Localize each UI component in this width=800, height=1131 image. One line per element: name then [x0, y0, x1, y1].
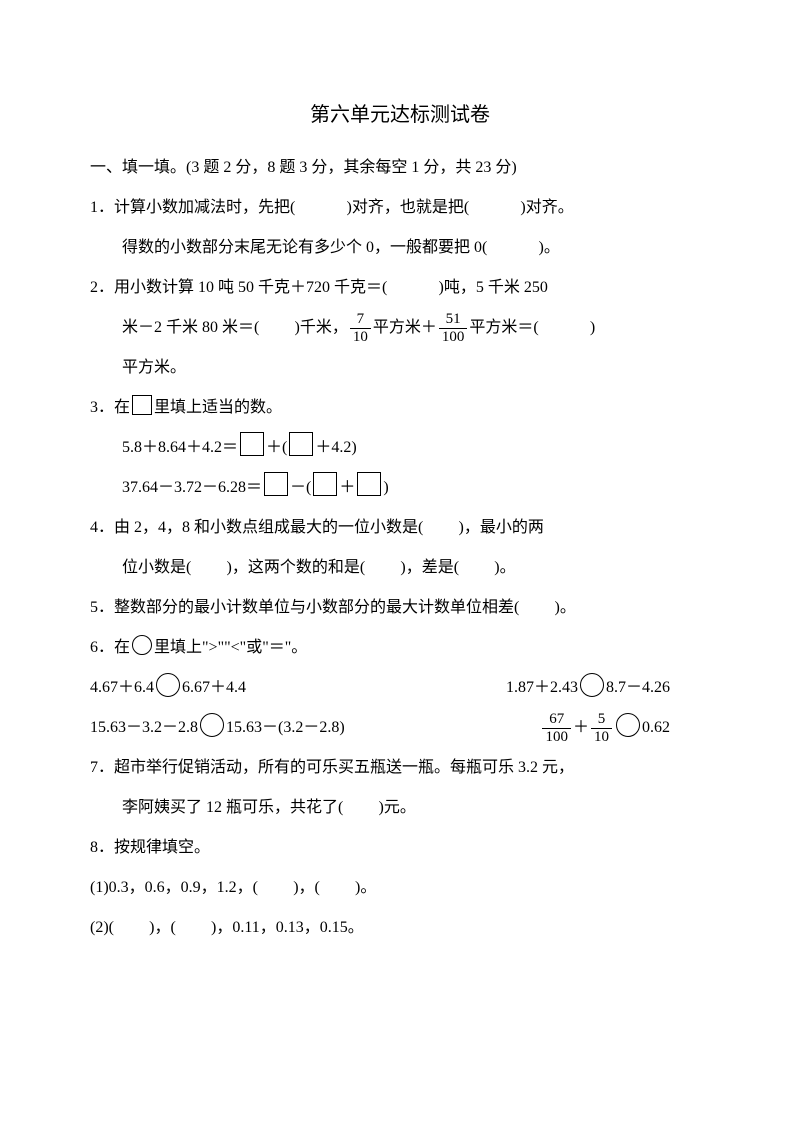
box-icon [289, 432, 313, 456]
q8-line1: 8．按规律填空。 [90, 828, 710, 868]
text: 平方米＝( [469, 319, 538, 336]
fraction: 67100 [542, 711, 571, 745]
text: )。 [555, 599, 576, 616]
q6-r2-right: 67100＋510 0.62 [540, 708, 710, 748]
text: 1.87＋2.43 [506, 679, 578, 696]
numerator: 7 [350, 311, 371, 328]
text: 6．在 [90, 639, 130, 656]
numerator: 51 [439, 311, 468, 328]
box-icon [132, 395, 152, 415]
text: 3．在 [90, 399, 130, 416]
text: 15.63－(3.2－2.8) [226, 719, 345, 736]
circle-icon [156, 673, 180, 697]
text: 5.8＋8.64＋4.2＝ [122, 439, 238, 456]
denominator: 10 [591, 728, 612, 746]
text: 米－2 千米 80 米＝( [122, 319, 259, 336]
text: 0.62 [642, 719, 670, 736]
q1-line2: 得数的小数部分末尾无论有多少个 0，一般都要把 0( )。 [90, 228, 710, 268]
text: )吨，5 千米 250 [439, 279, 548, 296]
q4-line1: 4．由 2，4，8 和小数点组成最大的一位小数是( )，最小的两 [90, 508, 710, 548]
q6-r2-left: 15.63－3.2－2.8 15.63－(3.2－2.8) [90, 708, 345, 748]
q2-line1: 2．用小数计算 10 吨 50 千克＋720 千克＝( )吨，5 千米 250 [90, 268, 710, 308]
text: 李阿姨买了 12 瓶可乐，共花了( [122, 799, 343, 816]
text: 平方米。 [122, 359, 186, 376]
q6-row2: 15.63－3.2－2.8 15.63－(3.2－2.8) 67100＋510 0.… [90, 708, 710, 748]
circle-icon [200, 713, 224, 737]
text: 1．计算小数加减法时，先把( [90, 199, 295, 216]
text: )，最小的两 [459, 519, 544, 536]
text: )，差是( [400, 559, 459, 576]
text: (1)0.3，0.6，0.9，1.2，( [90, 879, 258, 896]
text: 8.7－4.26 [606, 679, 670, 696]
text: 里填上">""<"或"＝"。 [154, 639, 307, 656]
text: 2．用小数计算 10 吨 50 千克＋720 千克＝( [90, 279, 387, 296]
text: 37.64－3.72－6.28＝ [122, 479, 262, 496]
fraction: 51100 [439, 311, 468, 345]
numerator: 5 [591, 711, 612, 728]
text: ＋ [573, 719, 589, 736]
text: )对齐，也就是把( [347, 199, 470, 216]
q3-eq2: 37.64－3.72－6.28＝ －( ＋) [90, 468, 710, 508]
q6-r1-left: 4.67＋6.4 6.67＋4.4 [90, 668, 246, 708]
q6-r1-right: 1.87＋2.43 8.7－4.26 [506, 668, 710, 708]
q3-eq1: 5.8＋8.64＋4.2＝ ＋( ＋4.2) [90, 428, 710, 468]
text: )千米， [295, 319, 348, 336]
text: )元。 [379, 799, 416, 816]
circle-icon [132, 635, 152, 655]
denominator: 100 [439, 328, 468, 346]
text: )，这两个数的和是( [227, 559, 366, 576]
section-heading: 一、填一填。(3 题 2 分，8 题 3 分，其余每空 1 分，共 23 分) [90, 148, 710, 188]
box-icon [357, 472, 381, 496]
text: )对齐。 [520, 199, 573, 216]
q1-line1: 1．计算小数加减法时，先把( )对齐，也就是把( )对齐。 [90, 188, 710, 228]
q6-line1: 6．在 里填上">""<"或"＝"。 [90, 628, 710, 668]
text: )。 [539, 239, 560, 256]
q7-line1: 7．超市举行促销活动，所有的可乐买五瓶送一瓶。每瓶可乐 3.2 元， [90, 748, 710, 788]
text: 4.67＋6.4 [90, 679, 154, 696]
text: )。 [355, 879, 376, 896]
text: )，0.11，0.13，0.15。 [211, 919, 364, 936]
text: ＋4.2) [315, 439, 356, 456]
text: ＋ [339, 479, 355, 496]
q7-line2: 李阿姨买了 12 瓶可乐，共花了( )元。 [90, 788, 710, 828]
text: －( [290, 479, 311, 496]
box-icon [264, 472, 288, 496]
text: 4．由 2，4，8 和小数点组成最大的一位小数是( [90, 519, 423, 536]
text: 5．整数部分的最小计数单位与小数部分的最大计数单位相差( [90, 599, 519, 616]
text: 位小数是( [122, 559, 191, 576]
q8-sub1: (1)0.3，0.6，0.9，1.2，( )，( )。 [90, 868, 710, 908]
q5: 5．整数部分的最小计数单位与小数部分的最大计数单位相差( )。 [90, 588, 710, 628]
fraction: 510 [591, 711, 612, 745]
fraction: 710 [350, 311, 371, 345]
text: ) [590, 319, 595, 336]
q3-line1: 3．在 里填上适当的数。 [90, 388, 710, 428]
circle-icon [616, 713, 640, 737]
text: )。 [494, 559, 515, 576]
denominator: 100 [542, 728, 571, 746]
text: ＋( [266, 439, 287, 456]
circle-icon [580, 673, 604, 697]
q6-row1: 4.67＋6.4 6.67＋4.4 1.87＋2.43 8.7－4.26 [90, 668, 710, 708]
text: 6.67＋4.4 [182, 679, 246, 696]
text: )，( [293, 879, 320, 896]
q2-line3: 平方米。 [90, 348, 710, 388]
numerator: 67 [542, 711, 571, 728]
text: ) [383, 479, 388, 496]
text: 里填上适当的数。 [154, 399, 282, 416]
page: 第六单元达标测试卷 一、填一填。(3 题 2 分，8 题 3 分，其余每空 1 … [0, 0, 800, 1131]
q8-sub2: (2)( )，( )，0.11，0.13，0.15。 [90, 908, 710, 948]
page-title: 第六单元达标测试卷 [90, 90, 710, 140]
box-icon [240, 432, 264, 456]
text: 15.63－3.2－2.8 [90, 719, 198, 736]
text: 得数的小数部分末尾无论有多少个 0，一般都要把 0( [122, 239, 487, 256]
text: (2)( [90, 919, 114, 936]
denominator: 10 [350, 328, 371, 346]
q2-line2: 米－2 千米 80 米＝( )千米，710平方米＋51100平方米＝() [90, 308, 710, 348]
box-icon [313, 472, 337, 496]
text: 平方米＋ [373, 319, 437, 336]
text: )，( [149, 919, 176, 936]
q4-line2: 位小数是( )，这两个数的和是( )，差是( )。 [90, 548, 710, 588]
